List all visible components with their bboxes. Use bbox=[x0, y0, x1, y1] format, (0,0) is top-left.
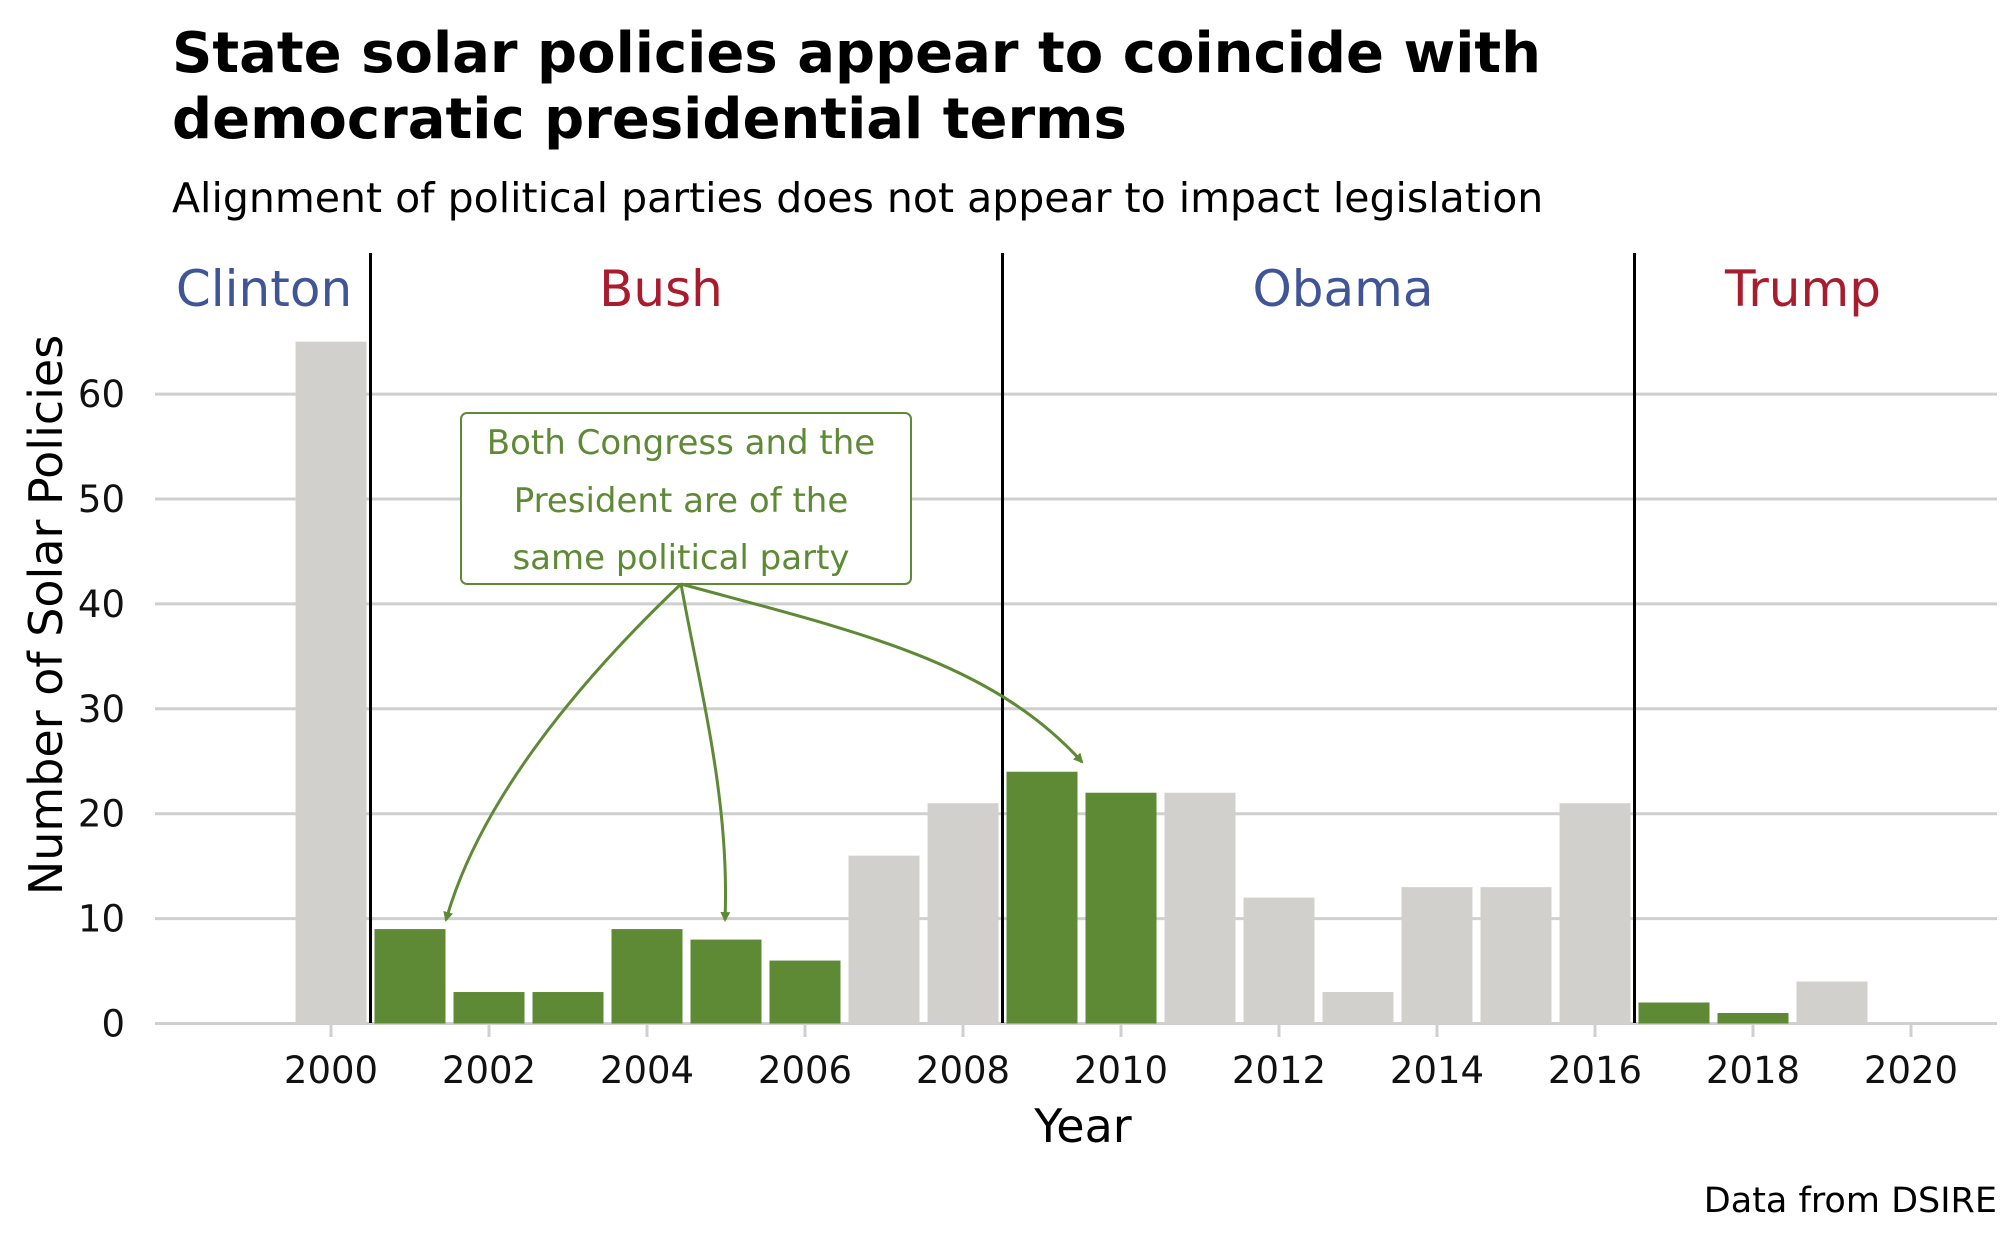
president-label-clinton: Clinton bbox=[176, 260, 352, 318]
president-labels: Clinton Bush Obama Trump bbox=[176, 260, 1881, 318]
bar-2019 bbox=[1796, 981, 1868, 1024]
x-tick-label-2020: 2020 bbox=[1864, 1049, 1958, 1092]
x-tick-label-2014: 2014 bbox=[1390, 1049, 1484, 1092]
x-tick-label-2008: 2008 bbox=[916, 1049, 1010, 1092]
x-tick-label-2006: 2006 bbox=[758, 1049, 852, 1092]
y-tick-label-60: 60 bbox=[78, 373, 125, 416]
bar-2003 bbox=[532, 992, 604, 1024]
president-label-trump: Trump bbox=[1724, 260, 1881, 318]
y-tick-label-40: 40 bbox=[78, 583, 125, 626]
bar-2002 bbox=[453, 992, 525, 1024]
annotation-arrow-2005 bbox=[679, 583, 731, 922]
annotation-arrow-2009 bbox=[680, 582, 1084, 764]
y-axis-title: Number of Solar Policies bbox=[19, 335, 73, 895]
bar-2007 bbox=[848, 855, 920, 1024]
annotation-line-1: Both Congress and the bbox=[487, 423, 875, 463]
chart-title-line-2: democratic presidential terms bbox=[172, 87, 1127, 152]
x-tick-label-2010: 2010 bbox=[1074, 1049, 1168, 1092]
term-boundaries bbox=[369, 253, 1636, 1023]
bar-2014 bbox=[1401, 887, 1473, 1024]
x-tick-label-2016: 2016 bbox=[1548, 1049, 1642, 1092]
x-tick-label-2002: 2002 bbox=[442, 1049, 536, 1092]
bar-2016 bbox=[1559, 803, 1631, 1024]
bar-2018 bbox=[1717, 1013, 1789, 1024]
x-tick-label-2000: 2000 bbox=[284, 1049, 378, 1092]
x-axis-title: Year bbox=[1033, 1099, 1131, 1153]
caption: Data from DSIRE bbox=[1704, 1181, 1997, 1221]
bar-2011 bbox=[1164, 792, 1236, 1024]
x-tick-label-2018: 2018 bbox=[1706, 1049, 1800, 1092]
chart-subtitle: Alignment of political parties does not … bbox=[172, 174, 1543, 222]
bar-2009 bbox=[1006, 771, 1078, 1024]
bars bbox=[295, 341, 1868, 1024]
bar-2013 bbox=[1322, 992, 1394, 1024]
y-ticks: 0 10 20 30 40 50 60 bbox=[78, 373, 125, 1045]
annotation-line-3: same political party bbox=[512, 538, 849, 578]
annotation-line-2: President are of the bbox=[514, 481, 849, 521]
bar-2005 bbox=[690, 939, 762, 1024]
bar-2012 bbox=[1243, 897, 1315, 1024]
x-tick-label-2012: 2012 bbox=[1232, 1049, 1326, 1092]
bar-2001 bbox=[374, 929, 446, 1024]
y-tick-label-30: 30 bbox=[78, 688, 125, 731]
y-tick-label-20: 20 bbox=[78, 793, 125, 836]
president-label-bush: Bush bbox=[599, 260, 723, 318]
bar-2004 bbox=[611, 929, 683, 1024]
bar-2000 bbox=[295, 341, 367, 1024]
bar-2006 bbox=[769, 960, 841, 1024]
y-tick-label-50: 50 bbox=[78, 478, 125, 521]
y-tick-label-10: 10 bbox=[78, 898, 125, 941]
x-tick-label-2004: 2004 bbox=[600, 1049, 694, 1092]
bar-2010 bbox=[1085, 792, 1157, 1024]
y-tick-label-0: 0 bbox=[101, 1003, 125, 1046]
chart-title-line-1: State solar policies appear to coincide … bbox=[172, 21, 1541, 86]
bar-2008 bbox=[927, 803, 999, 1024]
annotation: Both Congress and the President are of t… bbox=[443, 412, 1084, 922]
president-label-obama: Obama bbox=[1252, 260, 1433, 318]
bar-2015 bbox=[1480, 887, 1552, 1024]
bar-2017 bbox=[1638, 1002, 1710, 1024]
x-ticks: 2000 2002 2004 2006 2008 2010 2012 2014 2016 2018… bbox=[284, 1025, 1958, 1092]
annotation-arrow-2001 bbox=[443, 582, 683, 922]
